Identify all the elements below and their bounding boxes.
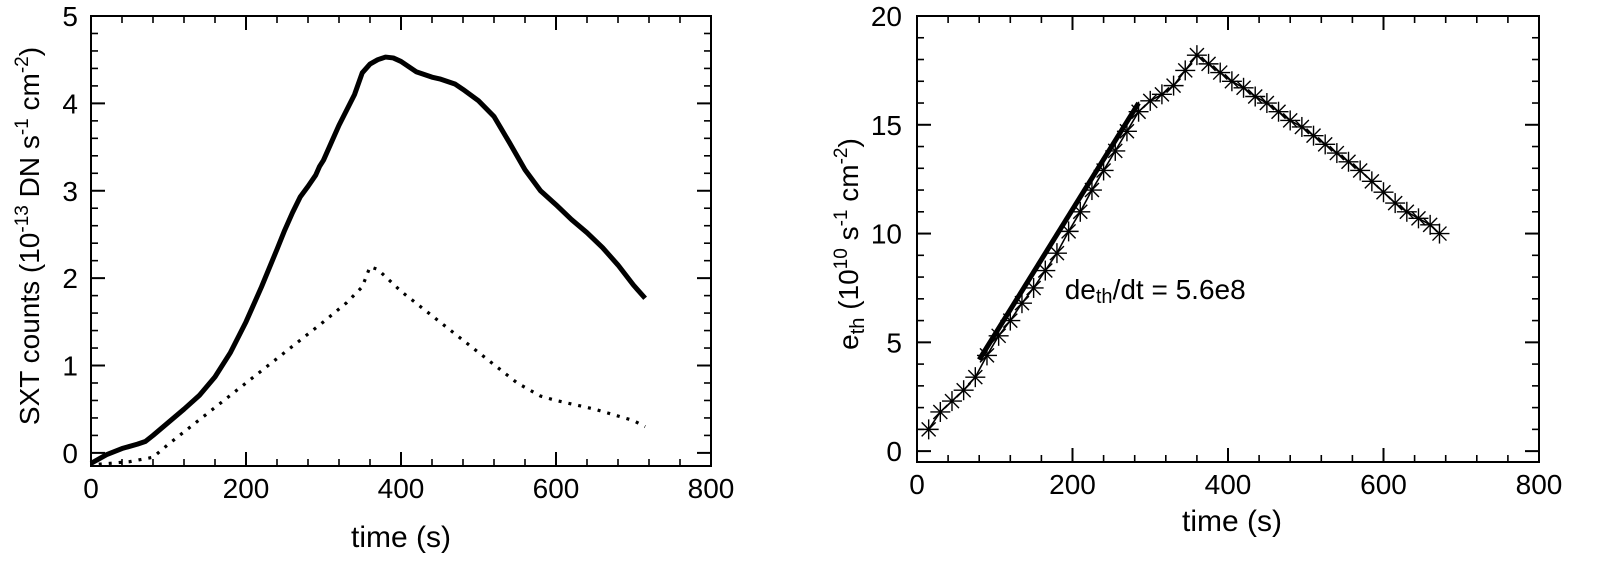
asterisk-marker — [1280, 110, 1301, 131]
asterisk-marker — [1186, 45, 1207, 66]
x-tick-label: 0 — [83, 473, 99, 504]
left-y-axis-label: SXT counts (10-13 DN s-1 cm-2) — [12, 47, 45, 425]
asterisk-marker — [918, 419, 939, 440]
asterisk-marker — [1221, 71, 1242, 92]
asterisk-marker — [930, 401, 951, 422]
solid-series-line — [89, 54, 647, 466]
asterisk-marker — [1245, 86, 1266, 107]
asterisk-marker — [1210, 62, 1231, 83]
asterisk-marker — [965, 367, 986, 388]
x-tick-label: 0 — [909, 469, 925, 500]
e-th-line — [927, 54, 1441, 430]
x-tick-label: 200 — [1049, 469, 1096, 500]
x-tick-label: 600 — [533, 473, 580, 504]
asterisk-marker — [1338, 151, 1359, 172]
asterisk-marker — [1140, 90, 1161, 111]
asterisk-marker — [1151, 84, 1172, 105]
y-tick-label: 15 — [871, 110, 902, 141]
right-chart: 0 200 400 600 800 0 5 10 15 20 time (s) eth (1010… — [831, 1, 1562, 538]
x-tick-label: 400 — [1205, 469, 1252, 500]
y-tick-label: 2 — [62, 263, 78, 294]
y-tick-label: 1 — [62, 351, 78, 382]
y-tick-label: 4 — [62, 88, 78, 119]
asterisk-marker — [1291, 116, 1312, 137]
asterisk-marker — [1429, 223, 1450, 244]
asterisk-marker — [1268, 101, 1289, 122]
left-chart: 0 200 400 600 800 0 1 2 3 4 5 time (s) SXT counts … — [12, 1, 734, 554]
left-x-axis-label: time (s) — [351, 521, 451, 554]
asterisk-marker — [1035, 260, 1056, 281]
x-tick-label: 800 — [688, 473, 735, 504]
y-tick-label: 0 — [62, 438, 78, 469]
x-tick-label: 200 — [223, 473, 270, 504]
x-tick-label: 600 — [1360, 469, 1407, 500]
right-x-axis-label: time (s) — [1182, 505, 1282, 538]
asterisk-marker — [1198, 53, 1219, 74]
asterisk-marker — [1163, 75, 1184, 96]
asterisk-marker — [1046, 243, 1067, 264]
y-tick-label: 10 — [871, 219, 902, 250]
left-plot-frame — [90, 15, 712, 467]
y-tick-label: 5 — [62, 1, 78, 32]
asterisk-marker — [1023, 277, 1044, 298]
y-tick-label: 5 — [886, 327, 902, 358]
slope-annotation: deth/dt = 5.6e8 — [1065, 274, 1246, 308]
y-tick-label: 20 — [871, 1, 902, 32]
x-tick-label: 800 — [1516, 469, 1563, 500]
asterisk-marker — [1396, 201, 1417, 222]
y-tick-label: 3 — [62, 176, 78, 207]
dotted-series-line — [98, 265, 646, 466]
x-tick-label: 400 — [378, 473, 425, 504]
asterisk-marker — [1233, 77, 1254, 98]
asterisk-marker — [1408, 208, 1429, 229]
asterisk-marker — [1315, 134, 1336, 155]
right-y-axis-label: eth (1010 s-1 cm-2) — [831, 138, 869, 350]
asterisk-marker — [953, 380, 974, 401]
fit-line — [977, 101, 1141, 362]
asterisk-marker — [1303, 125, 1324, 146]
asterisk-marker — [1326, 143, 1347, 164]
asterisk-marker — [1175, 60, 1196, 81]
asterisk-marker — [1385, 193, 1406, 214]
y-tick-label: 0 — [886, 436, 902, 467]
asterisk-marker — [1256, 93, 1277, 114]
